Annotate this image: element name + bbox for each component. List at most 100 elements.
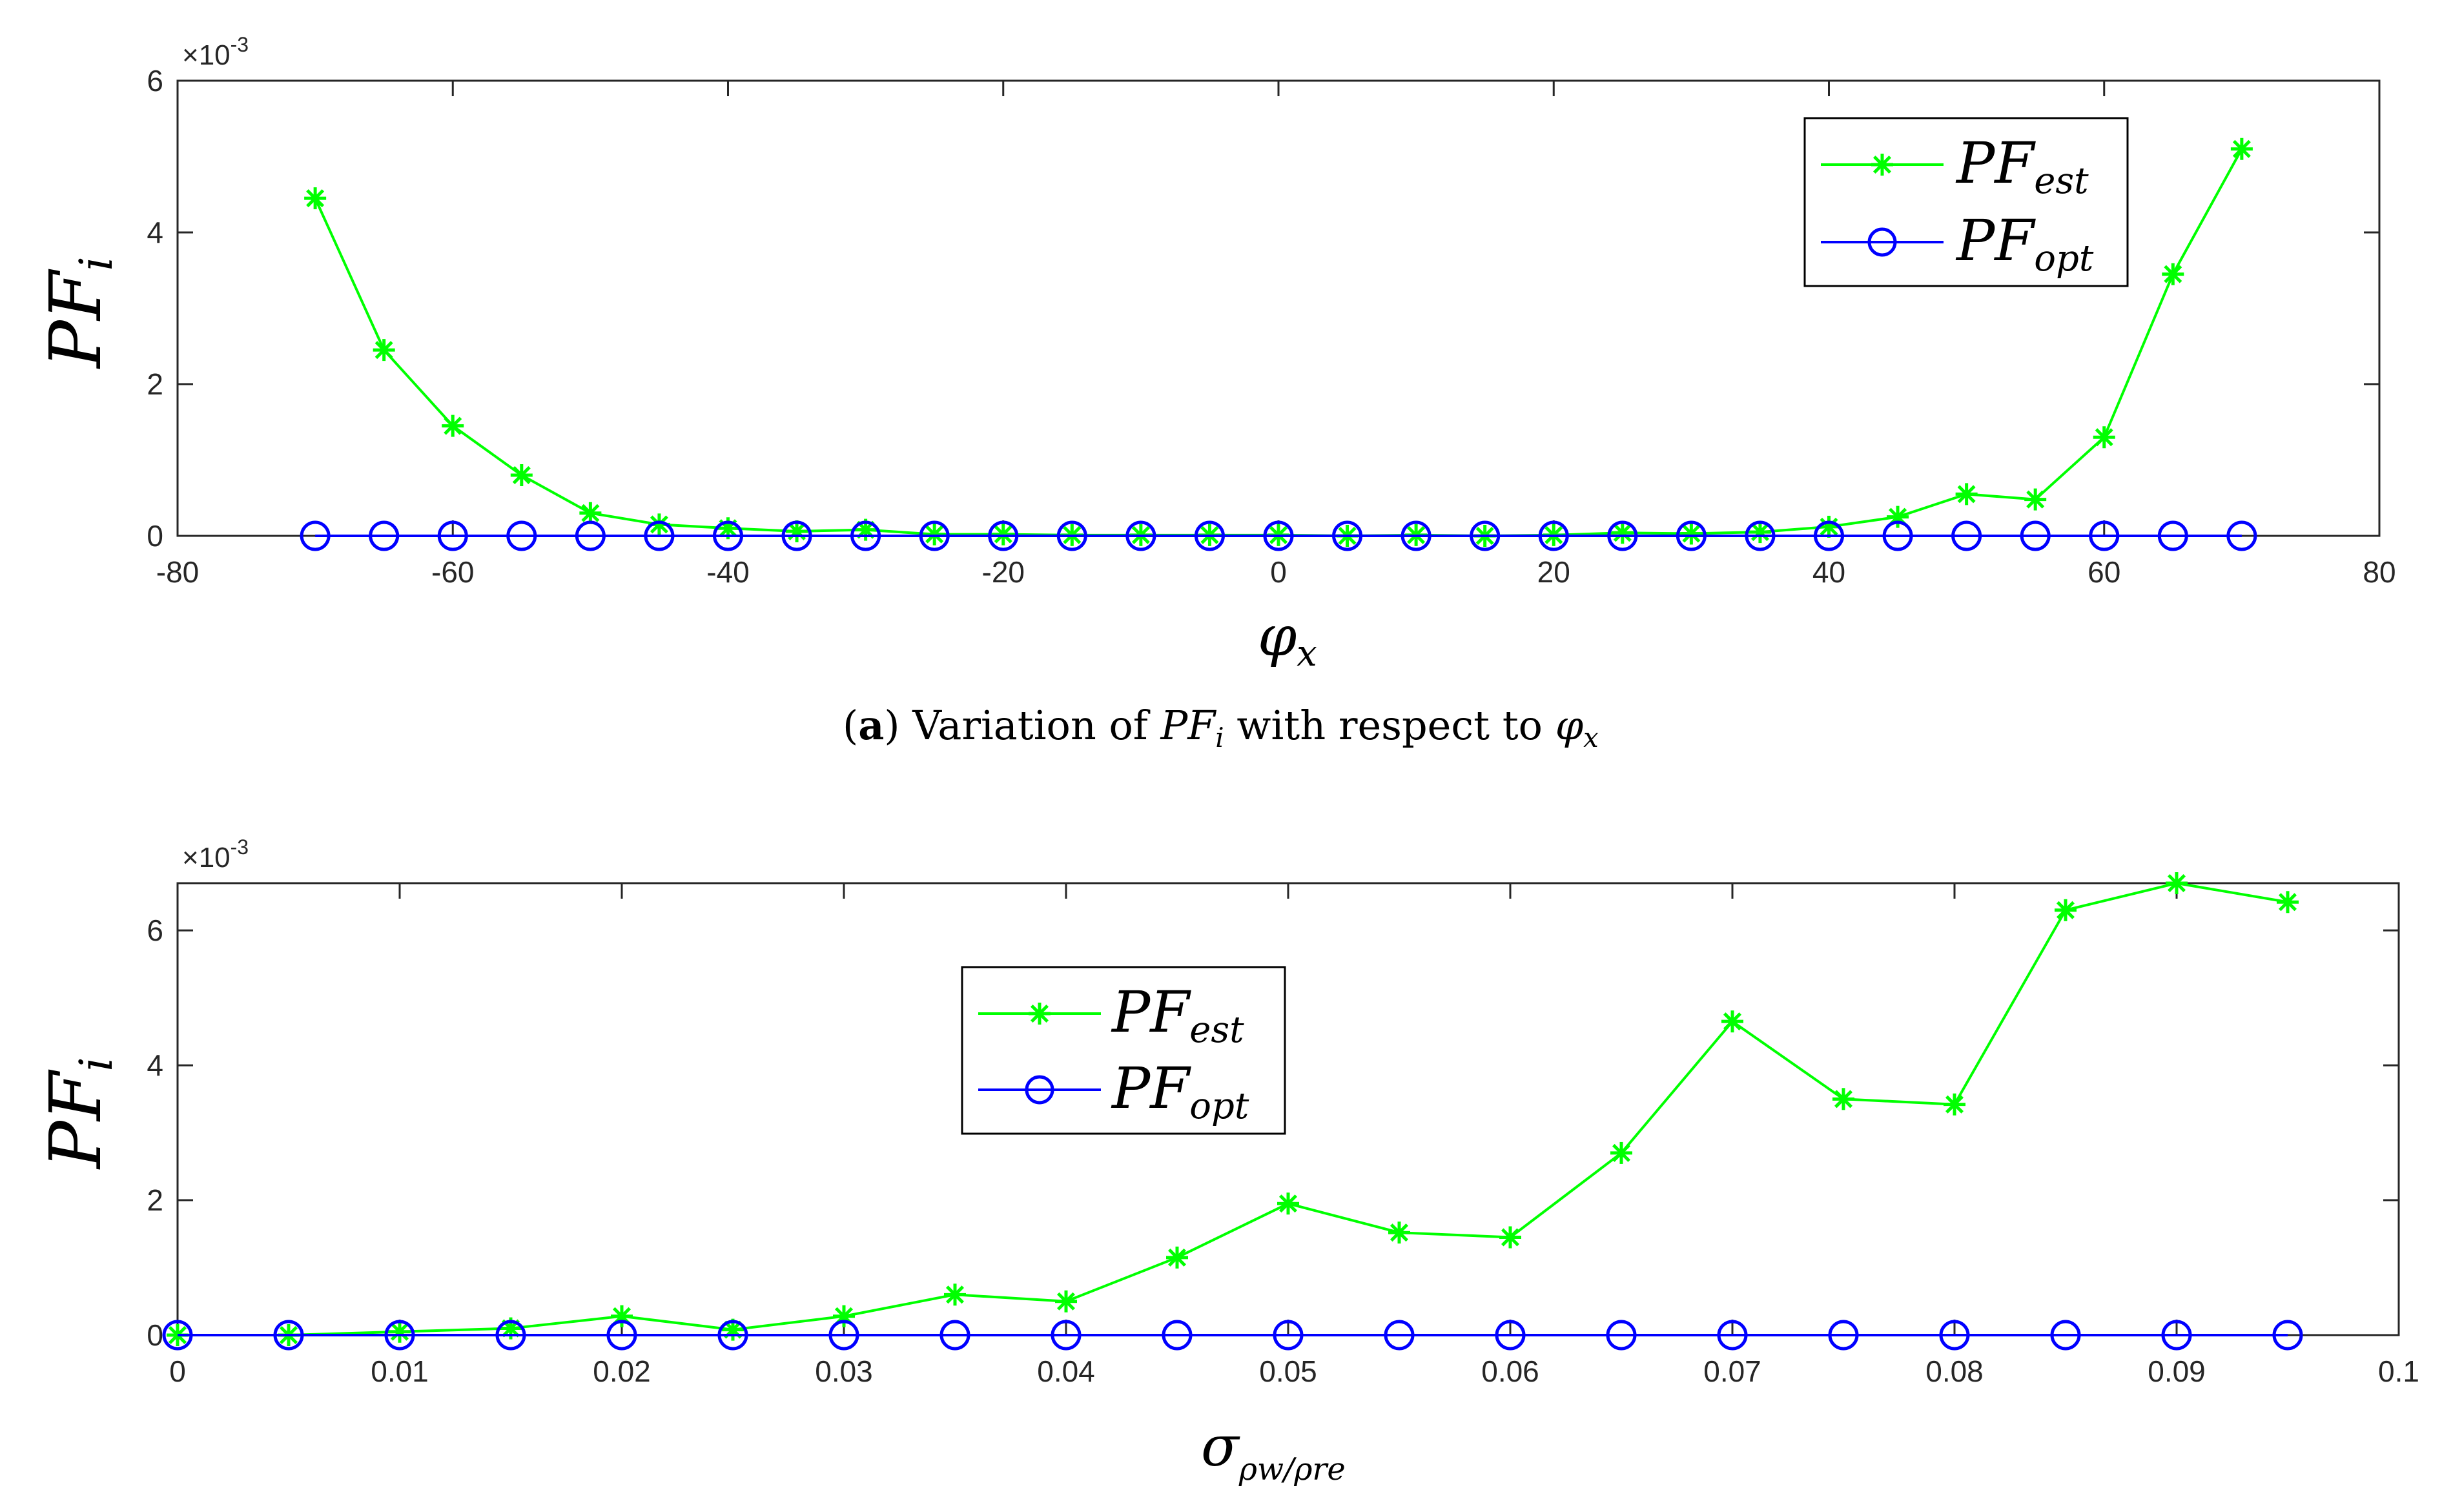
series-est-point xyxy=(1818,515,1840,538)
series-opt-point xyxy=(850,520,881,551)
y-tick-label: 4 xyxy=(147,216,163,249)
series-opt-point xyxy=(1162,1320,1193,1351)
series-opt-point xyxy=(2089,520,2120,551)
legend-a-opt-label: PFopt xyxy=(1955,207,2094,280)
x-tick-label: -40 xyxy=(706,555,749,589)
series-opt-point xyxy=(495,1320,526,1351)
panel-a-exponent-label: ×10-3 xyxy=(182,33,249,71)
x-tick-label: 0.09 xyxy=(2148,1354,2206,1388)
series-est-point xyxy=(2230,138,2253,160)
x-tick-label: 40 xyxy=(1812,555,1845,589)
series-est-point xyxy=(1832,1088,1854,1110)
series-opt-point xyxy=(988,520,1019,551)
x-tick-label: -20 xyxy=(982,555,1025,589)
x-tick-label: 0 xyxy=(169,1354,186,1388)
series-opt-point xyxy=(939,1320,970,1351)
x-tick-label: 0.04 xyxy=(1037,1354,1095,1388)
series-est-line xyxy=(178,881,2288,1336)
series-opt-point xyxy=(369,520,400,551)
series-opt-point xyxy=(1384,1320,1415,1351)
y-tick-label: 4 xyxy=(147,1048,163,1082)
series-est-point xyxy=(1749,521,1771,544)
series-opt-point xyxy=(1828,1320,1859,1351)
series-opt-point xyxy=(1538,520,1569,551)
panel-b-series xyxy=(162,872,2303,1351)
series-est-point xyxy=(1499,1226,1521,1249)
series-opt-point xyxy=(1263,520,1294,551)
panel-b-ticks: 0 0.01 0.02 0.03 0.04 0.05 0.06 0.07 0.08 0.09 0.1… xyxy=(147,883,2419,1388)
series-opt-point xyxy=(1717,1320,1748,1351)
series-est-point xyxy=(923,523,946,546)
panel-b-chart: 0 0.01 0.02 0.03 0.04 0.05 0.06 0.07 0.08 0.09 0.1… xyxy=(34,835,2419,1487)
y-tick-label: 2 xyxy=(147,1183,163,1217)
x-tick-label: 60 xyxy=(2088,555,2120,589)
panel-a-caption: (a) Variation of PFi with respect to φx xyxy=(843,702,1599,753)
series-opt-point xyxy=(1332,520,1363,551)
panel-b-x-axis-label: σρw/ρre xyxy=(1201,1415,1346,1487)
series-opt-point xyxy=(384,1320,415,1351)
series-opt-point xyxy=(162,1320,193,1351)
x-tick-label: 0.05 xyxy=(1259,1354,1317,1388)
x-tick-label: 80 xyxy=(2363,555,2396,589)
x-tick-label: 20 xyxy=(1537,555,1570,589)
series-est-point xyxy=(2093,426,2115,449)
series-opt-point xyxy=(575,520,606,551)
series-est-point xyxy=(1277,1192,1299,1215)
y-tick-label: 6 xyxy=(147,64,163,97)
series-opt-point xyxy=(437,520,468,551)
y-tick-label: 6 xyxy=(147,914,163,947)
panel-b-exponent-label: ×10-3 xyxy=(182,835,249,873)
series-opt-point xyxy=(1939,1320,1970,1351)
series-opt-point xyxy=(1273,1320,1304,1351)
series-opt-point xyxy=(1125,520,1156,551)
series-opt-point xyxy=(1607,520,1638,551)
series-opt-point xyxy=(828,1320,859,1351)
series-opt-point xyxy=(1951,520,1982,551)
y-tick-label: 2 xyxy=(147,367,163,401)
panel-a-y-axis-label: PFi xyxy=(34,256,123,369)
series-est-point xyxy=(304,187,327,210)
x-tick-label: -60 xyxy=(431,555,474,589)
panel-b-legend-box xyxy=(961,966,1286,1135)
series-opt-point xyxy=(506,520,537,551)
series-est-point xyxy=(1955,483,1978,506)
series-opt-point xyxy=(606,1320,637,1351)
legend-b-opt-marker-icon xyxy=(1025,1075,1054,1105)
series-opt-point xyxy=(717,1320,748,1351)
x-tick-label: 0.01 xyxy=(371,1354,429,1388)
series-est-point xyxy=(2162,263,2184,285)
x-tick-label: 0 xyxy=(1270,555,1287,589)
series-est-point xyxy=(1610,1141,1632,1164)
series-est-point xyxy=(1944,1093,1965,1116)
series-opt-point xyxy=(2050,1320,2081,1351)
series-est-point xyxy=(2024,488,2047,511)
series-est-point xyxy=(579,502,602,524)
series-opt-point xyxy=(2020,520,2051,551)
series-est-point xyxy=(2277,891,2299,914)
legend-b-est-marker-icon xyxy=(1029,1003,1051,1025)
series-opt-point xyxy=(1194,520,1225,551)
series-opt-point xyxy=(919,520,950,551)
y-tick-label: 0 xyxy=(147,519,163,553)
series-opt-point xyxy=(781,520,812,551)
series-opt-point xyxy=(2226,520,2257,551)
series-est-point xyxy=(510,464,533,486)
series-opt-point xyxy=(1606,1320,1637,1351)
series-opt-point xyxy=(1056,520,1087,551)
series-opt-point xyxy=(1676,520,1707,551)
legend-b-opt-label: PFopt xyxy=(1111,1055,1249,1127)
series-opt-point xyxy=(300,520,331,551)
panel-a-legend: PFest PFopt xyxy=(1803,117,2129,287)
y-tick-label: 0 xyxy=(147,1318,163,1352)
series-opt-point xyxy=(2157,520,2188,551)
series-opt-point xyxy=(644,520,675,551)
x-tick-label: -80 xyxy=(156,555,199,589)
panel-b-legend: PFest PFopt xyxy=(961,966,1286,1135)
series-est-point xyxy=(389,1320,411,1343)
series-est-point xyxy=(1166,1246,1188,1269)
series-opt-point xyxy=(713,520,743,551)
series-opt-point xyxy=(1882,520,1913,551)
series-opt-point xyxy=(273,1320,304,1351)
x-tick-label: 0.1 xyxy=(2378,1354,2419,1388)
